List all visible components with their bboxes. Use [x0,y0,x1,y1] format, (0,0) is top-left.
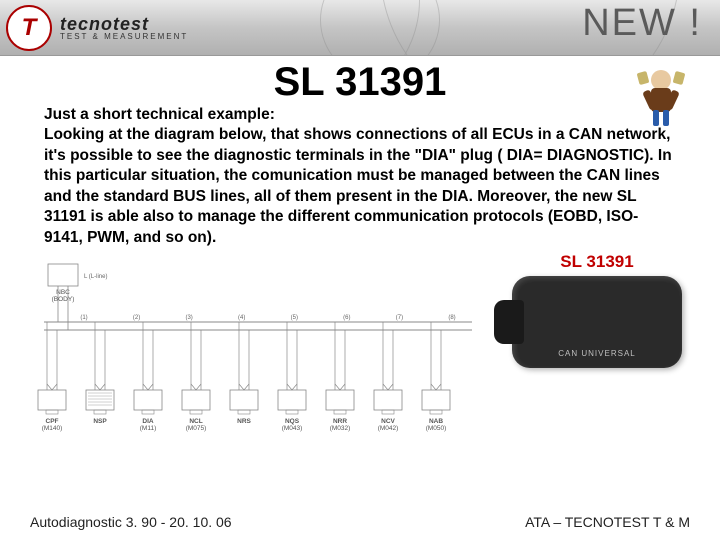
svg-text:(BODY): (BODY) [52,296,75,303]
svg-text:(1): (1) [80,315,87,321]
product-brand: CAN UNIVERSAL [512,349,682,358]
header: T tecnotest TEST & MEASUREMENT NEW ! [0,0,720,56]
svg-text:(2): (2) [133,315,140,321]
svg-text:(M140): (M140) [42,425,63,432]
svg-text:(M032): (M032) [330,425,351,432]
ecu-diagram: NBC(BODY)L (L-line)(1)(2)(3)(4)(5)(6)(7)… [24,258,484,438]
svg-text:(6): (6) [343,315,350,321]
svg-text:NCL: NCL [189,418,202,425]
svg-text:(3): (3) [185,315,192,321]
svg-text:NSP: NSP [93,418,107,425]
footer-right: ATA – TECNOTEST T & M [525,514,690,530]
svg-text:(M043): (M043) [282,425,303,432]
lower-region: NBC(BODY)L (L-line)(1)(2)(3)(4)(5)(6)(7)… [0,258,720,438]
logo-text: tecnotest [60,15,188,33]
body-text: Just a short technical example:Looking a… [0,105,720,248]
product-image: CAN UNIVERSAL [512,276,682,368]
svg-text:(M042): (M042) [378,425,399,432]
svg-text:NRR: NRR [333,418,347,425]
logo-badge: T [6,5,52,51]
svg-text:NRS: NRS [237,418,251,425]
title-row: SL 31391 [0,60,720,105]
svg-text:(M11): (M11) [140,425,157,432]
svg-text:(7): (7) [396,315,403,321]
product-label: SL 31391 [484,252,710,272]
svg-text:(4): (4) [238,315,245,321]
svg-text:(M050): (M050) [426,425,447,432]
svg-text:CPF: CPF [46,418,59,425]
mascot-icon [634,66,688,132]
logo-text-wrap: tecnotest TEST & MEASUREMENT [60,15,188,41]
new-badge: NEW ! [582,2,702,45]
product-column: SL 31391 CAN UNIVERSAL [484,258,710,368]
svg-text:NCV: NCV [381,418,395,425]
svg-text:NQS: NQS [285,418,300,425]
svg-text:(5): (5) [291,315,298,321]
svg-text:(M075): (M075) [186,425,207,432]
svg-text:L (L-line): L (L-line) [84,274,107,280]
page-title: SL 31391 [274,60,447,105]
svg-text:(8): (8) [448,315,455,321]
svg-text:DIA: DIA [142,418,154,425]
footer-left: Autodiagnostic 3. 90 - 20. 10. 06 [30,514,232,530]
logo-subtitle: TEST & MEASUREMENT [60,33,188,41]
svg-text:NAB: NAB [429,418,443,425]
footer: Autodiagnostic 3. 90 - 20. 10. 06 ATA – … [0,514,720,530]
